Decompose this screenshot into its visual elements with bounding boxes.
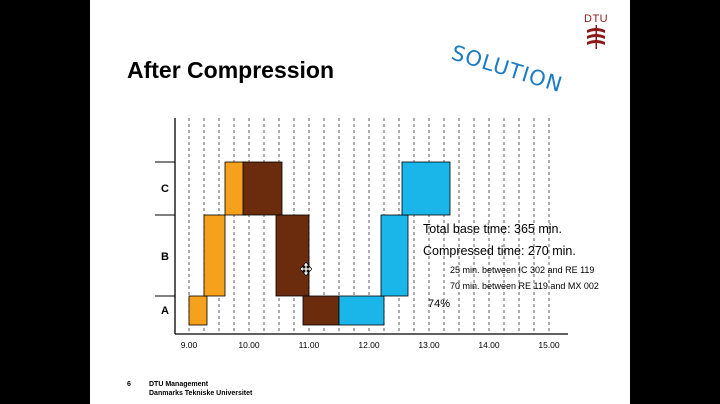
gantt-block	[188, 295, 208, 326]
dtu-logo-text: DTU	[584, 13, 609, 25]
gantt-block	[242, 161, 283, 216]
gantt-block	[275, 214, 310, 297]
row-label: C	[161, 183, 169, 195]
x-tick-label: 15.00	[538, 340, 560, 350]
dtu-logo-mark-icon	[587, 25, 605, 49]
gantt-chart: A B C 9.00 10.00 11.00 12.00 13.00 14.00 15.00	[155, 118, 568, 350]
x-tick-label: 10.00	[238, 340, 260, 350]
gantt-block	[401, 161, 451, 216]
x-tick-label: 13.00	[418, 340, 440, 350]
compressed-time: Compressed time: 270 min.	[423, 244, 576, 258]
footer-department: DTU Management	[149, 381, 209, 388]
dtu-logo: DTU	[584, 13, 608, 51]
slide: SOLUTION DTU After Compression A B C 9.00 10…	[90, 0, 630, 404]
page-number: 6	[127, 381, 131, 388]
row-label: B	[161, 251, 169, 263]
gantt-block	[302, 295, 340, 326]
x-tick-label: 12.00	[358, 340, 380, 350]
note-re119-mx002: 70 min. between RE 119 and MX 002	[450, 281, 599, 291]
x-tick-label: 11.00	[299, 340, 320, 350]
gantt-block	[380, 214, 409, 297]
slide-title: After Compression	[127, 57, 335, 83]
move-cursor-icon	[300, 262, 312, 276]
note-ic302-re119: 25 min. between IC 302 and RE 119	[450, 265, 595, 275]
footer-university: Danmarks Tekniske Universitet	[149, 390, 253, 397]
gantt-block	[338, 295, 385, 326]
row-label: A	[161, 305, 169, 317]
x-tick-label: 9.00	[181, 340, 198, 350]
gantt-block	[203, 214, 226, 297]
x-tick-label: 14.00	[478, 340, 500, 350]
percent-label: 74%	[428, 298, 451, 310]
total-base-time: Total base time: 365 min.	[423, 222, 562, 236]
